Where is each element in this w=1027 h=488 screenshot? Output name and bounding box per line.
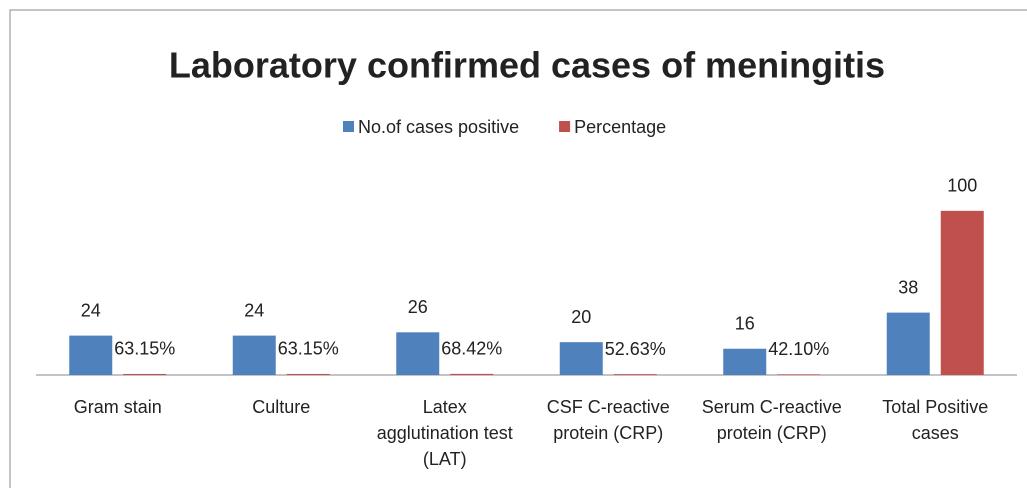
bar bbox=[723, 348, 767, 375]
legend-label: No.of cases positive bbox=[358, 117, 519, 137]
bar bbox=[396, 332, 440, 375]
x-tick-label: Latex agglutination test (LAT) bbox=[376, 397, 513, 469]
bar bbox=[886, 312, 930, 375]
chart-title: Laboratory confirmed cases of meningitis bbox=[169, 45, 885, 86]
data-label: 26 bbox=[408, 297, 428, 317]
x-tick-label: Culture bbox=[252, 397, 311, 417]
bar bbox=[559, 342, 603, 375]
legend-label: Percentage bbox=[574, 117, 666, 137]
chart-frame bbox=[9, 9, 1027, 488]
x-tick-label: Serum C-reactive protein (CRP) bbox=[701, 397, 842, 443]
x-tick-label: Gram stain bbox=[73, 397, 162, 417]
legend-swatch bbox=[343, 121, 354, 132]
data-label: 20 bbox=[571, 307, 591, 327]
data-label: 42.10% bbox=[768, 339, 829, 359]
bar bbox=[450, 373, 494, 375]
legend-swatch bbox=[559, 121, 571, 132]
bar bbox=[286, 373, 330, 375]
data-label: 16 bbox=[735, 313, 755, 333]
data-label: 68.42% bbox=[441, 339, 502, 359]
data-label: 24 bbox=[81, 300, 101, 320]
data-label: 38 bbox=[898, 277, 918, 297]
bar bbox=[232, 335, 276, 375]
bar bbox=[69, 335, 113, 375]
x-tick-label: CSF C-reactive protein (CRP) bbox=[546, 397, 670, 443]
bar bbox=[777, 374, 821, 375]
bar bbox=[123, 373, 167, 375]
data-label: 63.15% bbox=[278, 339, 339, 359]
data-label: 24 bbox=[244, 300, 264, 320]
data-label: 100 bbox=[947, 176, 977, 196]
x-tick-label: Total Positive cases bbox=[882, 397, 989, 443]
bar bbox=[613, 374, 657, 375]
bar bbox=[940, 210, 984, 375]
data-label: 63.15% bbox=[114, 339, 175, 359]
data-label: 52.63% bbox=[605, 339, 666, 359]
